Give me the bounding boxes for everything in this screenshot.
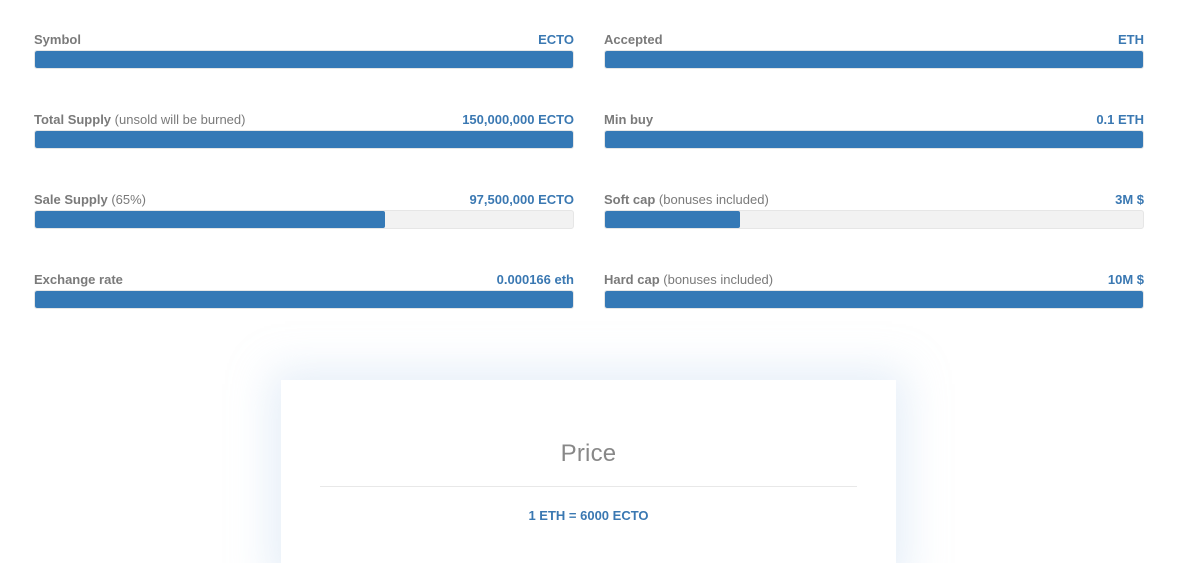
progress-bar-fill <box>605 211 740 228</box>
progress-bar <box>34 290 574 309</box>
stat-value: 0.000166 eth <box>496 272 574 287</box>
stat-label: Total Supply (unsold will be burned) <box>34 111 245 129</box>
progress-bar <box>604 290 1144 309</box>
progress-bar-fill <box>605 291 1143 308</box>
stat-label: Sale Supply (65%) <box>34 191 146 209</box>
price-card: Price 1 ETH = 6000 ECTO <box>281 380 896 563</box>
progress-bar-fill <box>605 131 1143 148</box>
token-stats-grid: Symbol ECTO Accepted ETH Total Supply (u… <box>34 31 1144 351</box>
progress-bar-fill <box>605 51 1143 68</box>
stat-label-main: Total Supply <box>34 112 112 127</box>
price-title: Price <box>560 440 617 467</box>
stat-label-note: (bonuses included) <box>663 272 774 287</box>
stat-soft-cap: Soft cap (bonuses included) 3M $ <box>604 191 1144 271</box>
progress-bar-fill <box>35 291 573 308</box>
progress-bar <box>34 130 574 149</box>
stat-label: Soft cap (bonuses included) <box>604 191 769 209</box>
stat-symbol: Symbol ECTO <box>34 31 574 111</box>
stat-value: 3M $ <box>1115 192 1144 207</box>
stat-value: ETH <box>1118 32 1144 47</box>
stat-label: Min buy <box>604 111 653 129</box>
stat-min-buy: Min buy 0.1 ETH <box>604 111 1144 191</box>
stat-label: Symbol <box>34 31 81 49</box>
stat-accepted: Accepted ETH <box>604 31 1144 111</box>
stat-label-note: (bonuses included) <box>658 192 769 207</box>
stat-hard-cap: Hard cap (bonuses included) 10M $ <box>604 271 1144 351</box>
stat-value: ECTO <box>538 32 574 47</box>
stat-label-main: Soft cap <box>604 192 656 207</box>
stat-label-main: Accepted <box>604 32 663 47</box>
progress-bar-fill <box>35 211 385 228</box>
stat-label-main: Exchange rate <box>34 272 123 287</box>
progress-bar <box>604 130 1144 149</box>
stat-exchange-rate: Exchange rate 0.000166 eth <box>34 271 574 351</box>
stat-value: 150,000,000 ECTO <box>462 112 574 127</box>
progress-bar-fill <box>35 51 573 68</box>
stat-value: 10M $ <box>1107 272 1144 287</box>
stat-sale-supply: Sale Supply (65%) 97,500,000 ECTO <box>34 191 574 271</box>
price-divider <box>320 486 857 487</box>
stat-total-supply: Total Supply (unsold will be burned) 150… <box>34 111 574 191</box>
progress-bar <box>604 210 1144 229</box>
stat-value: 97,500,000 ECTO <box>469 192 574 207</box>
progress-bar <box>34 210 574 229</box>
stat-label-main: Hard cap <box>604 272 660 287</box>
progress-bar <box>34 50 574 69</box>
progress-bar-fill <box>35 131 573 148</box>
stat-label-note: (unsold will be burned) <box>114 112 246 127</box>
price-rate: 1 ETH = 6000 ECTO <box>528 508 649 523</box>
stat-label: Exchange rate <box>34 271 123 289</box>
stat-label-main: Symbol <box>34 32 81 47</box>
progress-bar <box>604 50 1144 69</box>
stat-label-main: Sale Supply <box>34 192 108 207</box>
stat-label: Accepted <box>604 31 663 49</box>
stat-label: Hard cap (bonuses included) <box>604 271 773 289</box>
stat-label-main: Min buy <box>604 112 654 127</box>
stat-value: 0.1 ETH <box>1096 112 1144 127</box>
stat-label-note: (65%) <box>111 192 147 207</box>
